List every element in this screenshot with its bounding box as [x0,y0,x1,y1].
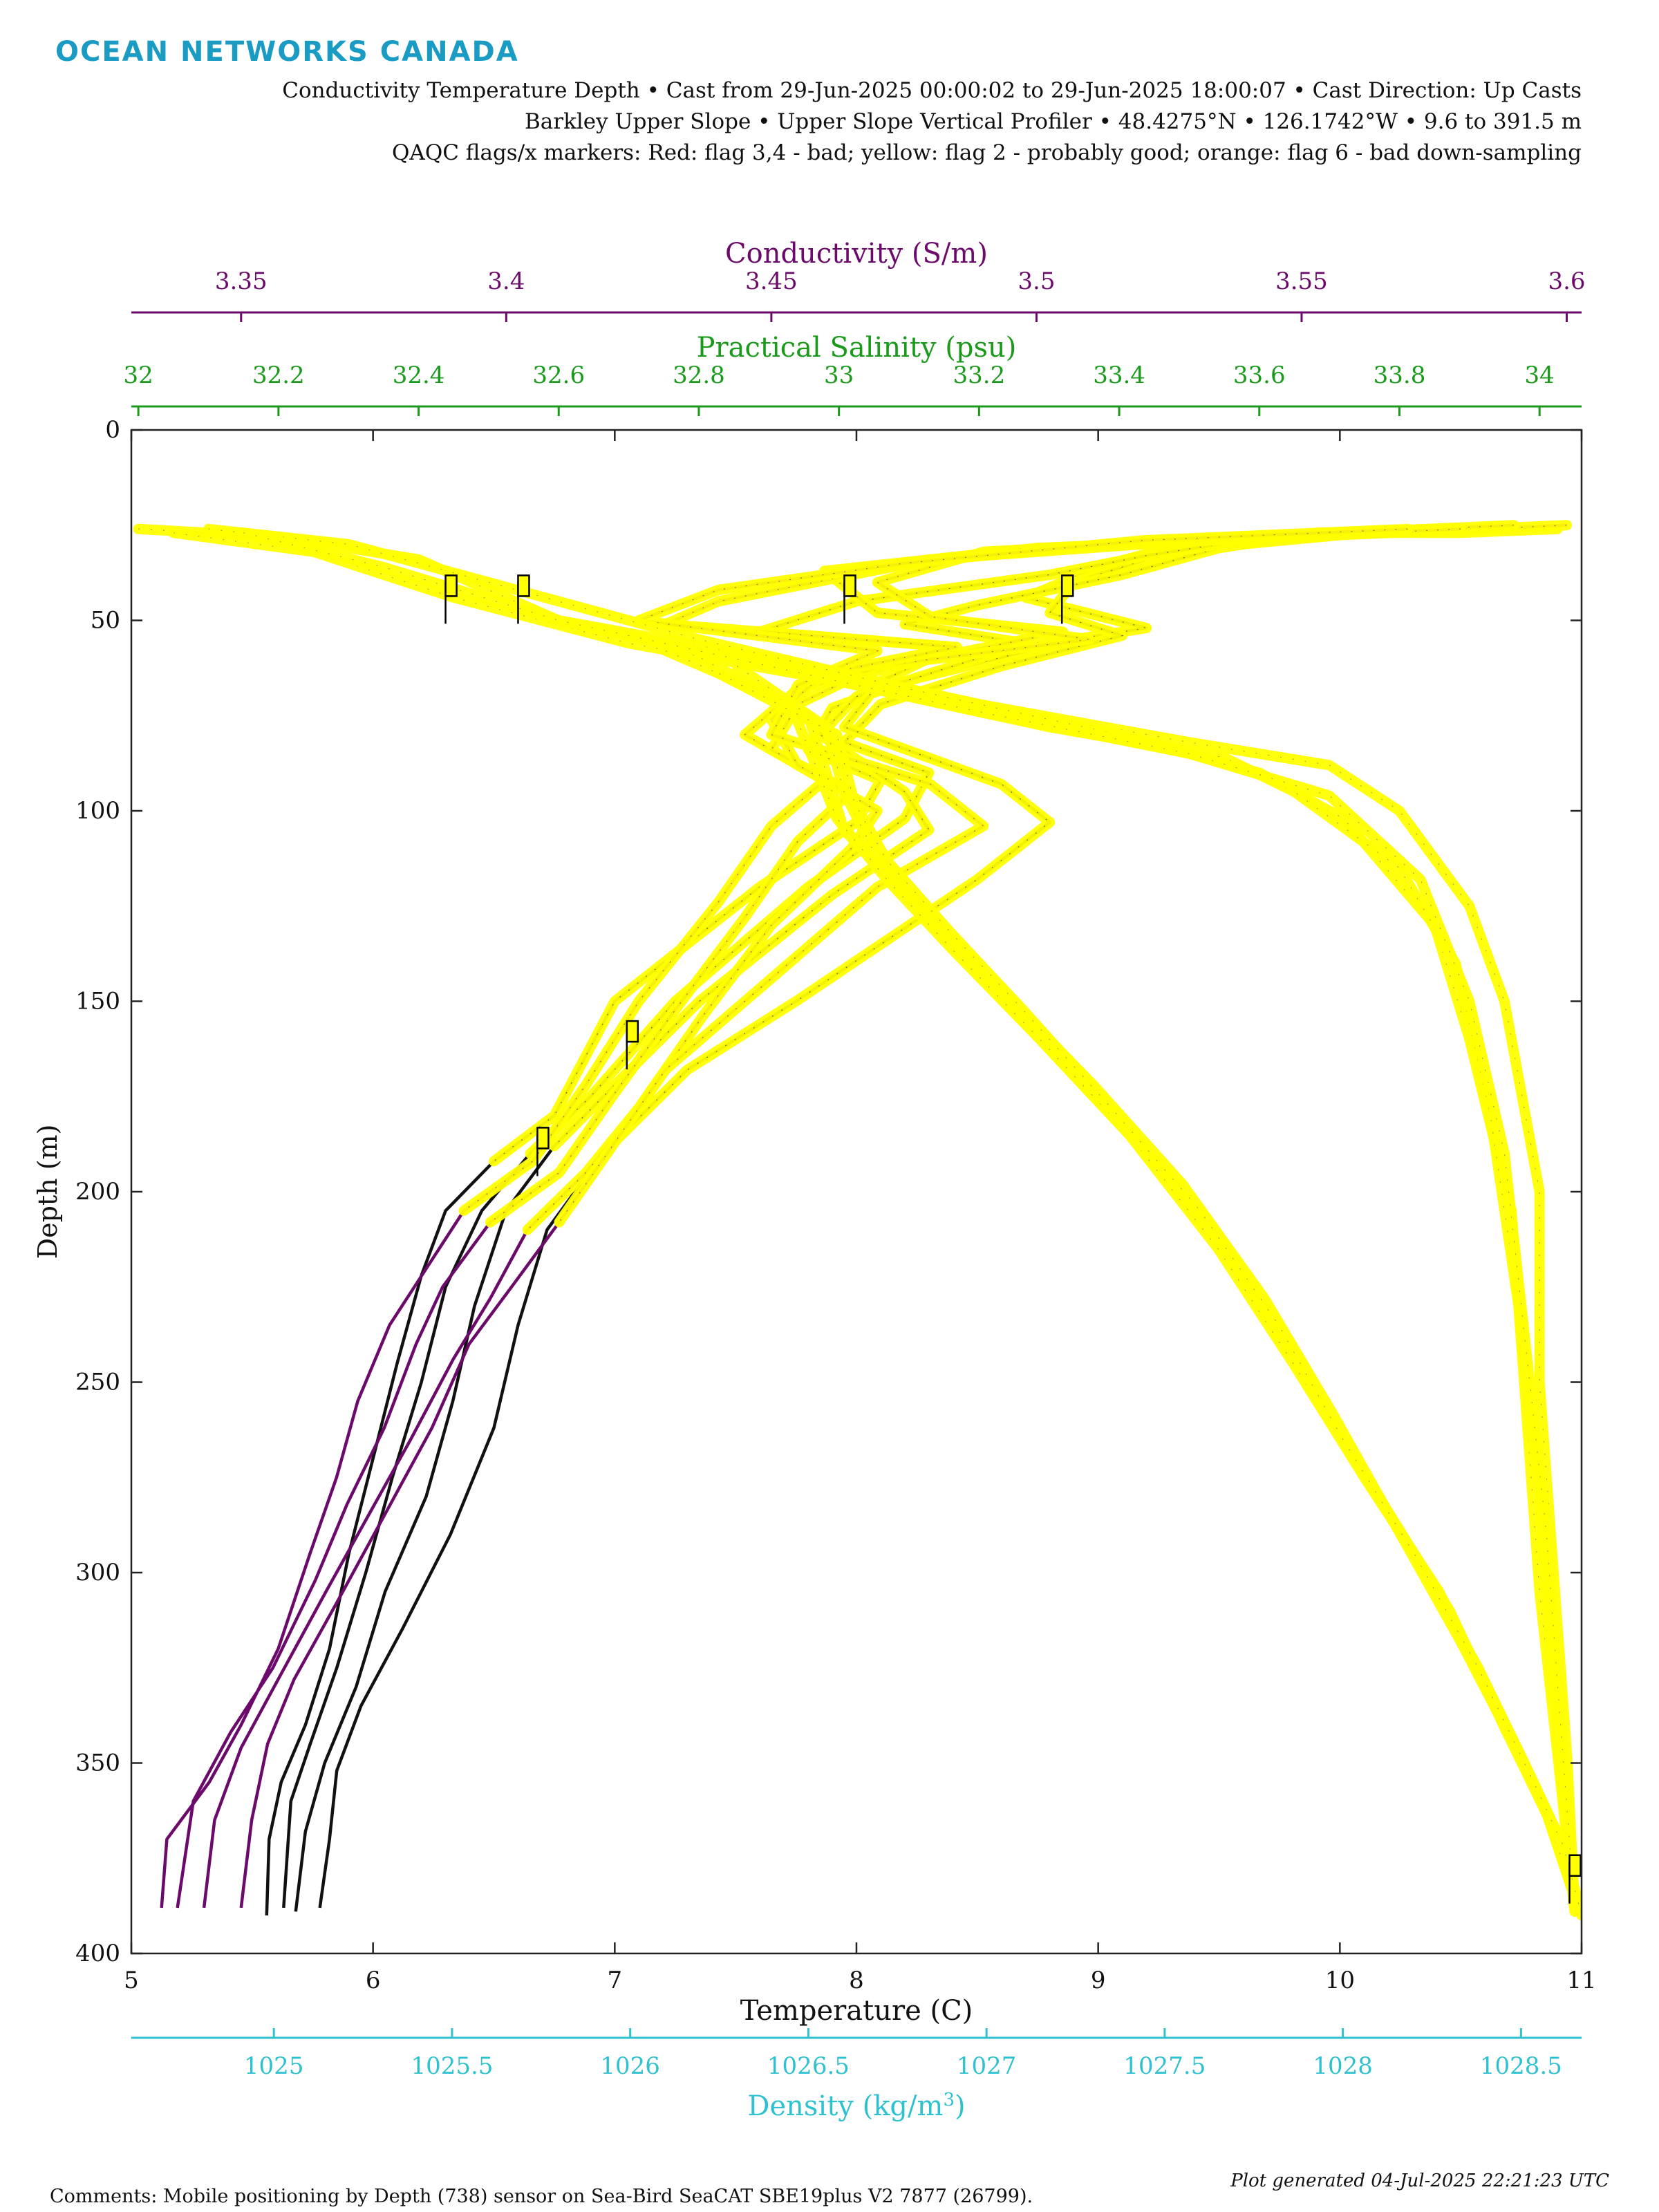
salinity-cast-1-flagged [133,523,1580,1913]
footer-generated: Plot generated 04-Jul-2025 22:21:23 UTC [1230,2171,1609,2191]
temperature-axis-label: Temperature (C) [740,1995,973,2027]
salinity-tick-label: 32.8 [673,362,725,389]
salinity-tick-label: 32.4 [393,362,445,389]
conductivity-tick-label: 3.6 [1548,268,1585,295]
salinity-axis-label: Practical Salinity (psu) [697,332,1017,364]
salinity-cast-2-flagged [203,523,1580,1917]
plot-area [131,430,1582,1953]
onc-logo: OCEAN NETWORKS CANADA [55,36,519,68]
salinity-tick-label: 33 [824,362,854,389]
depth-tick-label: 250 [75,1369,120,1396]
salinity-tick-label: 32.6 [532,362,585,389]
conductivity-cast-4-flagged [554,523,1413,1228]
density-cast-4-underlay [719,673,1582,1916]
salinity-tick-label: 33.2 [953,362,1006,389]
temperature-tick-label: 11 [1566,1967,1596,1994]
temperature-tick-label: 8 [849,1967,864,1994]
depth-axis-label: Depth (m) [32,1125,63,1259]
density-tick-label: 1025 [244,2052,304,2080]
depth-tick-label: 400 [75,1940,120,1967]
salinity-tick-label: 33.8 [1374,362,1426,389]
depth-tick-label: 300 [75,1559,120,1586]
conductivity-tick-label: 3.5 [1018,268,1055,295]
density-tick-label: 1025.5 [411,2052,493,2080]
depth-tick-label: 0 [105,416,120,444]
temperature-tick-label: 7 [608,1967,623,1994]
flag-marker-3 [843,574,856,597]
conductivity-tick-label: 3.55 [1275,268,1328,295]
plot-clip-group [131,430,1582,1953]
density-tick-label: 1026.5 [767,2052,850,2080]
temperature-tick-label: 9 [1091,1967,1106,1994]
density-tick-label: 1027.5 [1123,2052,1206,2080]
salinity-tick-label: 33.6 [1233,362,1286,389]
depth-tick-label: 150 [75,988,120,1015]
header-line-3: QAQC flags/x markers: Red: flag 3,4 - ba… [392,140,1582,165]
conductivity-tick-label: 3.4 [487,268,525,295]
density-tick-label: 1026 [600,2052,660,2080]
header-line-1: Conductivity Temperature Depth • Cast fr… [282,78,1582,103]
temperature-tick-label: 5 [124,1967,139,1994]
salinity-tick-label: 32.2 [252,362,305,389]
density-tick-label: 1027 [957,2052,1017,2080]
salinity-cast-3-underlay [173,532,1575,1908]
flag-marker-1 [444,574,458,597]
temperature-cast-3-flagged [549,523,1442,1152]
flag-marker-5 [626,1020,639,1043]
depth-tick-label: 200 [75,1178,120,1206]
salinity-cast-4-flagged [238,527,1580,1913]
conductivity-tick-label: 3.45 [745,268,798,295]
density-axis-label: Density (kg/m3) [747,2090,965,2122]
flag-marker-2 [517,574,530,597]
axes-layer: 0 50 100 150 200 250 300 350 400 Depth (m) 5 6 7 8 9 10… [32,238,1597,2122]
density-tick-label: 1028.5 [1480,2052,1562,2080]
flag-marker-6 [536,1127,550,1150]
depth-tick-label: 350 [75,1750,120,1777]
depth-tick-label: 100 [75,797,120,825]
ctd-profile-chart: 0 50 100 150 200 250 300 350 400 Depth (m) 5 6 7 8 9 10… [32,238,1597,2122]
salinity-tick-label: 33.4 [1093,362,1145,389]
flag-marker-4 [1060,574,1074,597]
density-tick-label: 1028 [1313,2052,1373,2080]
footer-comments: Comments: Mobile positioning by Depth (7… [50,2186,1033,2207]
depth-tick-label: 50 [91,607,120,635]
conductivity-tick-label: 3.35 [215,268,268,295]
flag-marker-7 [1568,1854,1582,1877]
temperature-tick-label: 10 [1325,1967,1355,1994]
salinity-tick-label: 34 [1525,362,1555,389]
salinity-tick-label: 32 [124,362,153,389]
conductivity-cast-1-underlay [463,525,1567,1211]
header-line-2: Barkley Upper Slope • Upper Slope Vertic… [524,109,1582,134]
temperature-cast-2-underlay [529,528,1485,1154]
temperature-tick-label: 6 [366,1967,381,1994]
conductivity-axis-label: Conductivity (S/m) [725,238,988,270]
conductivity-cast-2-flagged [485,520,1519,1228]
